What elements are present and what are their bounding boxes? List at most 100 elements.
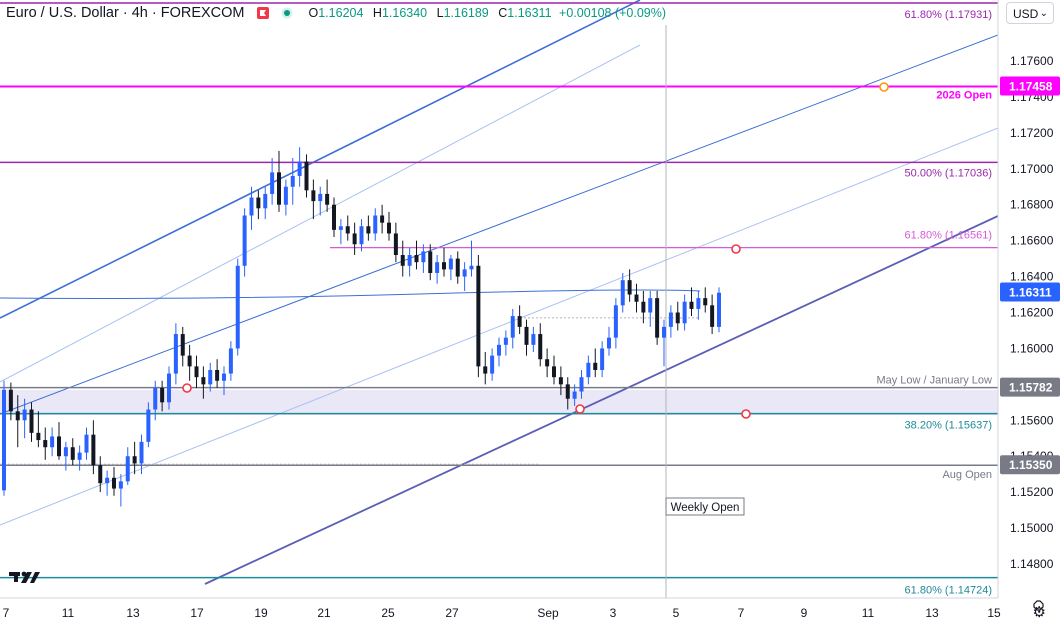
candle-body [689,301,694,309]
x-tick-label: 7 [3,606,10,620]
candle [524,319,529,356]
candle-body [469,265,474,270]
candle-body [228,348,233,374]
marker-circle-4 [879,82,889,92]
candle [208,362,213,392]
candle-body [8,389,13,412]
candle-body [180,334,185,356]
candle-body [318,193,323,202]
candle [387,211,391,241]
candle [407,247,412,277]
candle [283,179,288,216]
marker-circle-2 [731,244,741,254]
candle [36,411,41,448]
price-axis[interactable]: 1.176001.174001.172001.170001.168001.166… [1010,54,1054,571]
candle-body [448,258,453,270]
candle [503,330,508,356]
x-tick-label: 3 [610,606,617,620]
candle [194,355,199,388]
candle-body [201,377,206,385]
candle-body [187,355,192,367]
candle [50,427,55,457]
flag-icon[interactable] [256,7,269,19]
candle [510,308,515,349]
candle-body [538,334,543,360]
candle [655,290,660,345]
candle [517,305,522,335]
candle [228,341,233,381]
y-tick-label: 1.17200 [1010,126,1054,140]
y-tick-label: 1.17000 [1010,162,1054,176]
x-tick-label: 21 [317,606,331,620]
candle-body [132,456,137,464]
y-tick-label: 1.15200 [1010,485,1054,499]
change-value: +0.00108 (+0.09%) [559,6,667,20]
candle [483,352,488,385]
candle-body [98,465,103,484]
price-tag-box [1000,76,1060,96]
y-tick-label: 1.15000 [1010,521,1054,535]
level-label: 61.80% (1.17931) [905,9,992,21]
candle [531,326,536,353]
y-tick-label: 1.16400 [1010,270,1054,284]
candle [77,445,82,471]
candle [242,208,247,277]
candle-body [510,316,515,338]
axis-settings-icon [1033,600,1044,611]
candle-body [579,377,584,392]
gear-icon[interactable]: ⚙ [1032,604,1046,621]
level-label: 2026 Open [936,90,992,102]
level-label: May Low / January Low [876,375,992,387]
x-tick-label: 13 [925,606,939,620]
candle-body [153,387,158,410]
candle-body [545,359,550,367]
candle-body [173,334,178,374]
candle [393,222,398,263]
candle-body [407,255,412,266]
candle [462,262,467,291]
candle-body [304,161,309,191]
price-tags: 1.17458 1.16311 1.15782 1.15350 [1000,76,1060,475]
candle-body [552,366,556,378]
candle [105,470,110,496]
currency-selector[interactable]: USD ⌄ [1006,2,1054,24]
candle [222,366,226,396]
candle [297,147,302,187]
y-tick-label: 1.17600 [1010,54,1054,68]
candle-body [414,255,419,263]
price-tag-text: 1.16311 [1009,286,1052,300]
candle [125,447,130,485]
channel-line-2 [0,127,998,526]
candle-body [387,222,391,234]
candle [572,384,577,406]
candle [552,355,556,385]
candle-body [297,161,302,176]
candle-body [717,292,721,327]
low-label: L [436,6,444,20]
candle-body [524,326,529,345]
candle [414,240,419,270]
candle-body [283,186,288,205]
time-axis[interactable]: 7 11 13 17 19 21 25 27 Sep 3 5 7 9 11 13 15 [3,600,1044,620]
candlesticks [2,147,721,507]
candle [373,208,378,241]
candle [256,190,261,220]
symbol-title[interactable]: Euro / U.S. Dollar · 4h · FOREXCOM [6,5,245,21]
candle [153,380,158,421]
price-tag-text: 1.15782 [1009,381,1053,395]
candle [118,474,123,507]
candle [304,154,309,198]
currency-label: USD [1013,7,1039,21]
y-tick-label: 1.14800 [1010,557,1054,571]
x-tick-label: 11 [862,606,875,620]
candle-body [235,265,240,349]
candle [98,456,103,493]
candle-body [15,411,20,421]
candle [710,294,715,335]
candle-body [627,280,632,295]
candle-body [620,280,625,306]
candle [400,240,405,277]
candle [270,158,275,205]
marker-circle-1 [575,404,585,414]
